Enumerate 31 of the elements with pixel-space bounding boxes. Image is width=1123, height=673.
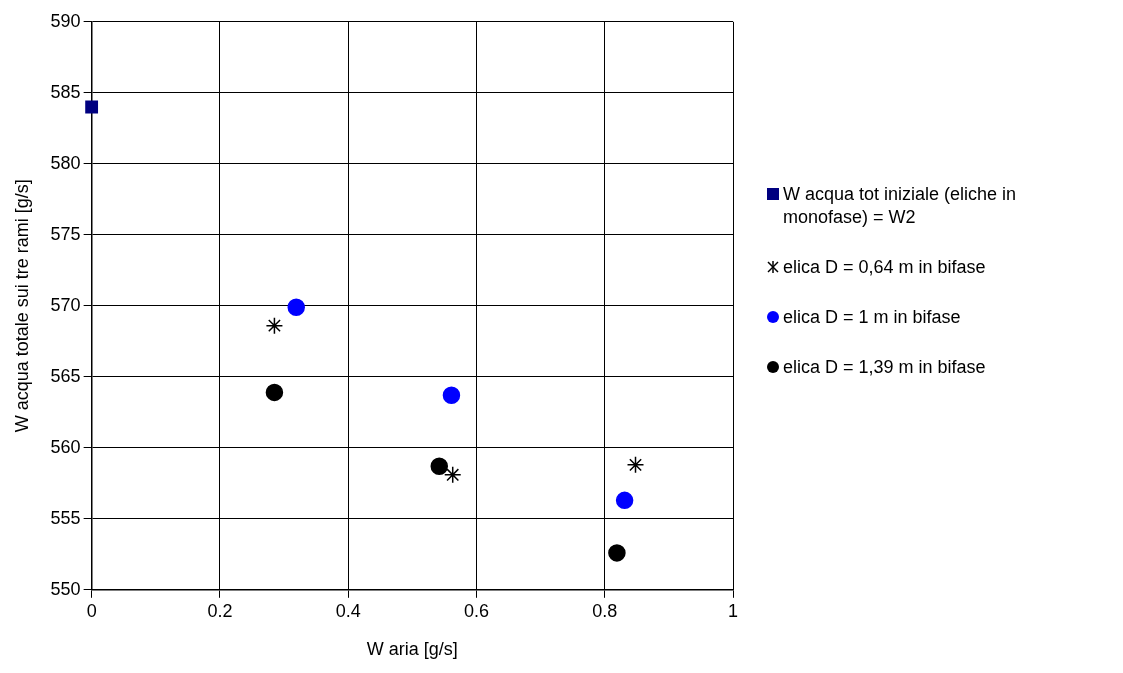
legend-label: elica D = 1 m in bifase bbox=[783, 306, 961, 329]
y-tick-label: 585 bbox=[50, 81, 81, 102]
point bbox=[442, 386, 461, 405]
y-tick-label: 575 bbox=[50, 223, 81, 244]
x-axis-title: W aria [g/s] bbox=[366, 639, 458, 660]
legend-label: elica D = 1,39 m in bifase bbox=[783, 356, 986, 379]
point bbox=[287, 298, 305, 316]
x-tick-label: 0.8 bbox=[592, 600, 618, 621]
y-tick-label: 570 bbox=[50, 294, 81, 315]
y-tick-label: 560 bbox=[50, 436, 81, 457]
y-tick-label: 565 bbox=[50, 365, 81, 386]
y-tick-label: 555 bbox=[50, 507, 81, 528]
point bbox=[430, 457, 448, 476]
x-tick-label: 0.2 bbox=[207, 600, 233, 621]
y-axis-title: W acqua totale sui tre rami [g/s] bbox=[11, 179, 32, 433]
point bbox=[443, 466, 462, 484]
y-tick-label: 550 bbox=[50, 578, 81, 599]
legend-label: W acqua tot iniziale (eliche in monofase) = W2 bbox=[783, 183, 1018, 229]
point bbox=[608, 544, 626, 562]
point bbox=[615, 491, 634, 510]
point bbox=[265, 316, 284, 335]
y-tick-label: 580 bbox=[50, 152, 81, 173]
point bbox=[85, 100, 99, 114]
x-tick-label: 1 bbox=[727, 600, 739, 621]
y-tick-label: 590 bbox=[50, 10, 81, 31]
x-tick-label: 0.6 bbox=[463, 600, 489, 621]
legend-label: elica D = 0,64 m in bifase bbox=[783, 256, 986, 279]
point bbox=[265, 383, 284, 402]
x-tick-label: 0.4 bbox=[335, 600, 361, 621]
x-tick-label: 0 bbox=[86, 600, 97, 621]
point bbox=[626, 456, 645, 474]
